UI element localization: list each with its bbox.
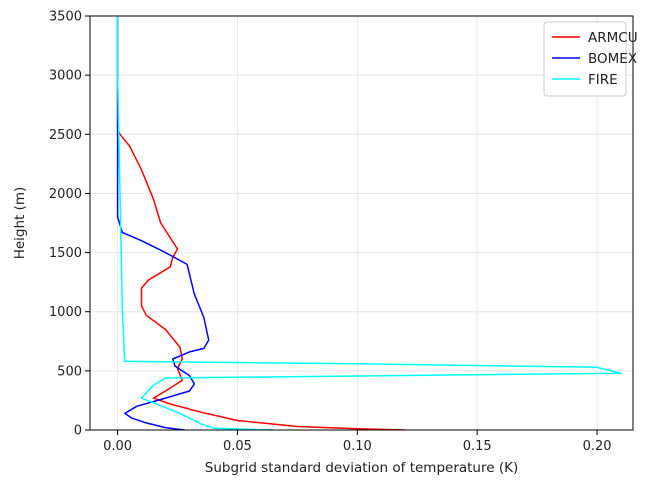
series-line-fire — [116, 16, 622, 430]
x-tick-label-1: 0.05 — [223, 439, 252, 454]
y-axis-label: Height (m) — [12, 187, 28, 260]
grid — [90, 15, 633, 431]
legend: ARMCU BOMEX FIRE — [543, 21, 638, 97]
x-tick-label-4: 0.20 — [583, 439, 612, 454]
x-axis-ticks: 0.00 0.05 0.10 0.15 0.20 — [103, 430, 612, 454]
y-tick-label-0: 0 — [74, 424, 82, 439]
x-tick-label-3: 0.15 — [463, 439, 492, 454]
x-tick-label-2: 0.10 — [343, 439, 372, 454]
legend-label-armcu: ARMCU — [588, 30, 638, 46]
y-tick-label-6: 3000 — [49, 69, 82, 84]
y-tick-label-1: 500 — [57, 364, 82, 379]
y-tick-label-3: 1500 — [49, 246, 82, 261]
y-tick-label-4: 2000 — [49, 187, 82, 202]
series-line-bomex — [116, 16, 210, 430]
y-tick-label-7: 3500 — [49, 10, 82, 25]
series-layer — [116, 16, 622, 430]
legend-box — [543, 21, 627, 97]
y-axis-ticks: 0 500 1000 1500 2000 2500 3000 3500 — [49, 10, 90, 439]
x-axis-label: Subgrid standard deviation of temperatur… — [205, 460, 518, 476]
x-tick-label-0: 0.00 — [103, 439, 132, 454]
legend-label-fire: FIRE — [588, 72, 618, 88]
plot-frame — [89, 15, 634, 431]
y-tick-label-5: 2500 — [49, 128, 82, 143]
legend-label-bomex: BOMEX — [588, 51, 637, 67]
series-line-armcu — [116, 16, 406, 430]
y-tick-label-2: 1000 — [49, 305, 82, 320]
